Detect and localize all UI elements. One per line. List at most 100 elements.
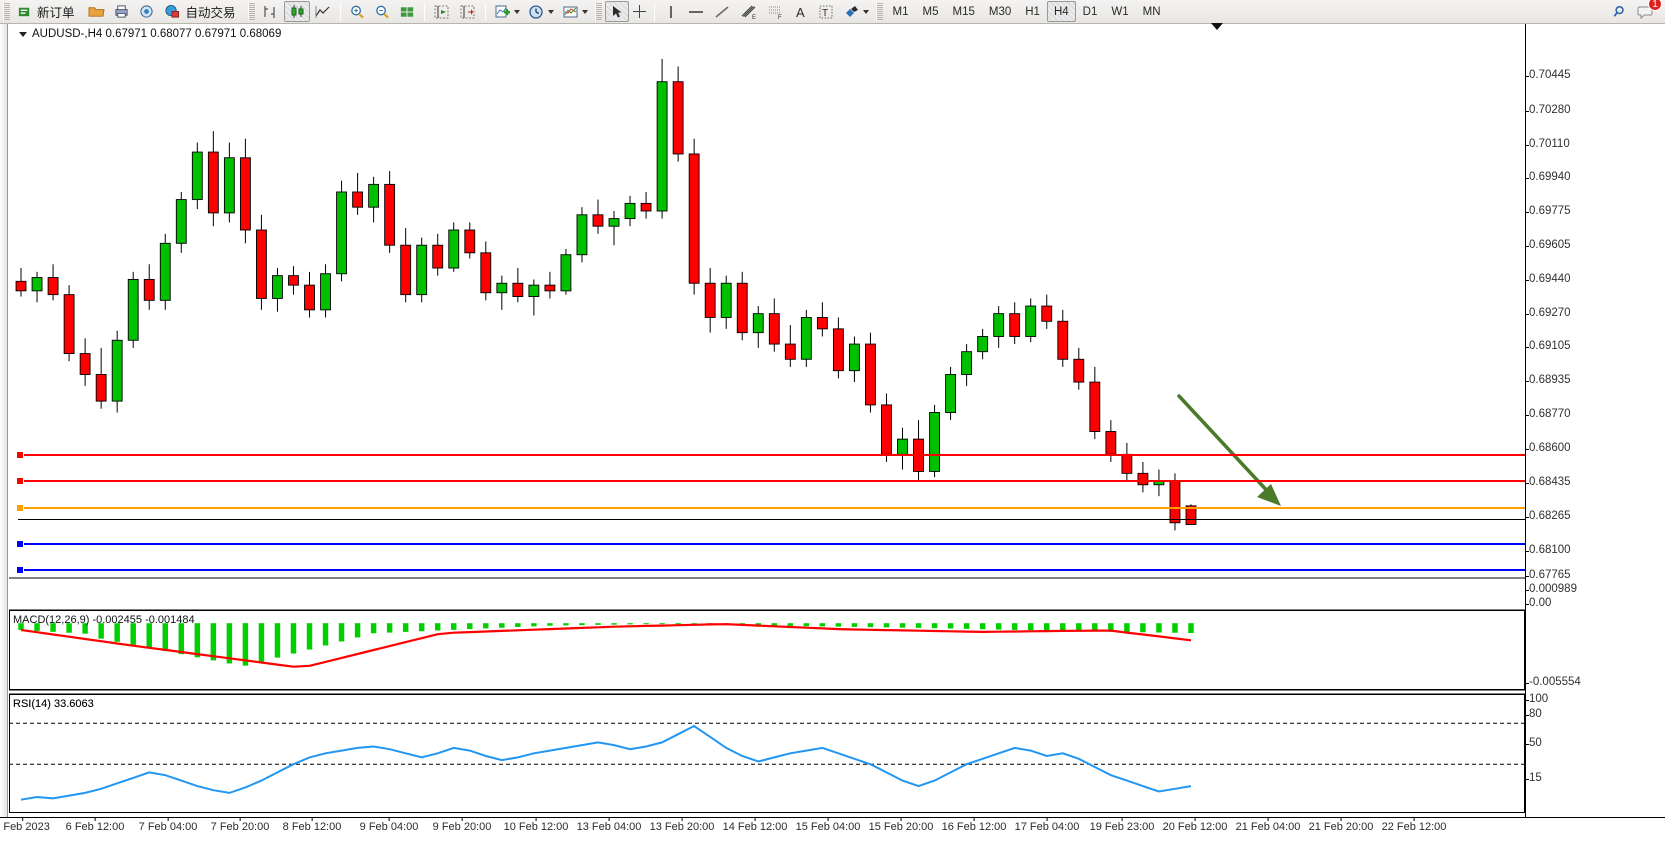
zoom-out-button[interactable]: [370, 1, 395, 22]
zoom-in-button[interactable]: [345, 1, 370, 22]
indicator-dropdown-caret[interactable]: [513, 9, 520, 14]
templates-button[interactable]: [558, 1, 592, 22]
tile-windows-button[interactable]: [395, 1, 420, 22]
candlestick-chart-button[interactable]: [283, 1, 310, 22]
chart-shift-button[interactable]: [455, 1, 481, 22]
arrows-icon: [845, 5, 858, 17]
channel-icon: E: [741, 5, 756, 20]
price-line-handle[interactable]: [16, 451, 24, 459]
toolbar-divider-4: [653, 2, 655, 21]
price-plot-area[interactable]: AUDUSD-,H4 0.67971 0.68077 0.67971 0.680…: [9, 24, 1534, 817]
print-button[interactable]: [109, 1, 134, 22]
add-indicator-button[interactable]: [490, 1, 524, 22]
crosshair-icon: [632, 5, 646, 18]
timeframe-h1[interactable]: H1: [1025, 5, 1040, 18]
horizontal-line-button[interactable]: [683, 1, 709, 22]
bar-chart-button[interactable]: [258, 1, 284, 22]
time-label: 21 Feb 04:00: [1235, 817, 1301, 833]
zoom-in-icon: [350, 5, 364, 18]
timeframe-w1[interactable]: W1: [1111, 5, 1129, 18]
time-label: 22 Feb 12:00: [1381, 817, 1447, 833]
price-axis[interactable]: 0.70445 0.70280 0.70110 0.69940 0.69775 0.696…: [1524, 24, 1665, 817]
templates-dropdown-caret[interactable]: [581, 9, 588, 14]
period-button[interactable]: [524, 1, 558, 22]
price-tick: 100: [1524, 693, 1549, 705]
auto-trading-label: 自动交易: [185, 6, 236, 20]
notifications-button[interactable]: 1: [1633, 0, 1662, 22]
main-toolbar: 新订单 自动交易: [0, 0, 1665, 24]
timeframe-m5[interactable]: M5: [922, 5, 939, 18]
price-tick: 0.69605: [1525, 239, 1571, 251]
price-tick: -0.005554: [1525, 676, 1581, 688]
candlestick-chart-icon: [291, 4, 304, 18]
time-label: 7 Feb 20:00: [210, 817, 270, 833]
time-label: 7 Feb 04:00: [138, 817, 198, 833]
vertical-line-button[interactable]: [659, 1, 683, 22]
trendline-icon: [715, 5, 729, 18]
price-line-handle[interactable]: [16, 566, 24, 574]
svg-text:T: T: [822, 8, 828, 19]
new-order-label: 新订单: [37, 6, 75, 20]
chart-container[interactable]: AUDUSD-,H4 0.67971 0.68077 0.67971 0.680…: [0, 23, 1665, 841]
price-tick: 0.68435: [1525, 476, 1571, 488]
svg-text:A: A: [796, 5, 805, 20]
price-tick: 0.68935: [1525, 374, 1571, 386]
time-label: 13 Feb 20:00: [649, 817, 715, 833]
price-tick: 0.000989: [1525, 583, 1577, 595]
text-icon: A: [796, 5, 805, 20]
auto-scroll-icon: [434, 5, 449, 18]
add-indicator-icon: [495, 5, 510, 17]
signal-button[interactable]: [134, 1, 159, 22]
price-line-handle[interactable]: [16, 477, 24, 485]
toolbar-grip-3[interactable]: [594, 2, 602, 21]
time-label: 10 Feb 12:00: [503, 817, 569, 833]
text-label-button[interactable]: T: [813, 1, 839, 22]
arrows-dropdown-caret[interactable]: [862, 9, 869, 14]
toolbar-divider-1: [339, 2, 341, 21]
clock-icon: [528, 4, 543, 19]
equidistant-channel-button[interactable]: E: [735, 1, 763, 22]
timeframe-m1[interactable]: M1: [892, 5, 909, 18]
expert-advisor-button[interactable]: 自动交易: [159, 1, 245, 22]
price-line-bar: [18, 543, 1534, 545]
indicator-label-rsi-text: RSI(14) 33.6063: [13, 698, 94, 710]
timeframe-group: M1 M5 M15 M30 H1 H4 D1 W1 MN: [886, 1, 1168, 22]
timeframe-m30[interactable]: M30: [988, 5, 1012, 18]
timeframe-h4[interactable]: H4: [1046, 1, 1076, 22]
toolbar-divider-3: [484, 2, 486, 21]
trendline-button[interactable]: [709, 1, 735, 22]
time-axis[interactable]: 5 Feb 2023 6 Feb 12:00 7 Feb 04:00 7 Feb 20…: [0, 817, 1665, 841]
text-button[interactable]: A: [789, 1, 813, 22]
crosshair-tool-button[interactable]: [629, 1, 650, 22]
cursor-icon: [612, 5, 622, 17]
new-order-button[interactable]: 新订单: [13, 1, 84, 22]
period-dropdown-caret[interactable]: [547, 9, 554, 14]
arrows-button[interactable]: [839, 1, 873, 22]
timeframe-mn[interactable]: MN: [1142, 5, 1161, 18]
toolbar-grip[interactable]: [3, 2, 10, 21]
auto-scroll-button[interactable]: [429, 1, 455, 22]
price-line-handle[interactable]: [16, 540, 24, 548]
symbol-collapse-icon[interactable]: [19, 31, 27, 37]
time-label: 16 Feb 12:00: [941, 817, 1007, 833]
fibonacci-button[interactable]: F: [763, 1, 789, 22]
arrow-annotation[interactable]: [1177, 394, 1281, 506]
timeframe-m15[interactable]: M15: [952, 5, 975, 18]
vertical-line-icon: [669, 5, 672, 18]
search-icon: [1613, 5, 1624, 17]
search-button[interactable]: [1608, 1, 1633, 22]
time-label: 20 Feb 12:00: [1162, 817, 1228, 833]
cursor-tool-button[interactable]: [604, 1, 629, 22]
folder-button[interactable]: [84, 1, 109, 22]
tile-windows-icon: [400, 6, 413, 17]
toolbar-grip-4[interactable]: [875, 2, 883, 21]
price-tick: 80: [1525, 708, 1542, 720]
line-chart-icon: [315, 5, 329, 18]
timeframe-d1[interactable]: D1: [1082, 5, 1098, 18]
print-icon: [114, 5, 128, 18]
toolbar-grip-2[interactable]: [247, 2, 255, 21]
bar-chart-icon: [264, 5, 275, 18]
line-chart-button[interactable]: [310, 1, 336, 22]
price-line-handle[interactable]: [16, 504, 24, 512]
time-label: 13 Feb 04:00: [576, 817, 642, 833]
